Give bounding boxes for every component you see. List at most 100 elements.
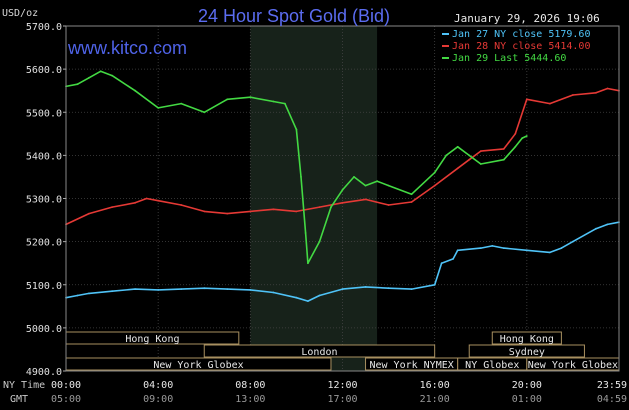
data-point (341, 201, 344, 204)
session-bar: New York Globex (526, 357, 620, 371)
data-point (341, 288, 344, 290)
data-point (226, 288, 229, 290)
series-line-2 (65, 70, 528, 265)
y-tick-label: 5600.0 (26, 65, 62, 76)
highlight-band (250, 26, 378, 371)
data-point (560, 247, 563, 250)
session-label: New York NYMEX (369, 360, 453, 371)
data-point (284, 102, 286, 105)
data-point (300, 176, 302, 178)
data-point (468, 158, 471, 161)
session-bar: Sydney (468, 344, 585, 358)
timestamp: January 29, 2026 19:06 (454, 12, 600, 25)
data-point (514, 145, 517, 148)
session-label: New York Globex (153, 360, 243, 371)
session-box (203, 344, 436, 358)
data-point (272, 208, 275, 211)
y-tick-label: 5700.0 (26, 22, 62, 33)
data-point (502, 247, 505, 250)
data-point (157, 289, 160, 291)
chart-title: 24 Hour Spot Gold (Bid) (198, 6, 390, 26)
data-point (595, 91, 597, 94)
data-point (134, 288, 137, 290)
y-tick-label: 5000.0 (26, 324, 62, 335)
data-point (134, 89, 137, 92)
x-tick-label: 00:00 (51, 380, 81, 391)
data-point (433, 171, 436, 174)
data-point (318, 206, 321, 209)
data-point (203, 287, 206, 290)
session-bar: New York NYMEX (365, 357, 459, 371)
data-point (157, 199, 160, 202)
data-point (387, 287, 390, 290)
y-tick-label: 5300.0 (26, 195, 62, 206)
data-point (226, 212, 229, 215)
data-point (595, 227, 597, 230)
data-point (295, 296, 298, 299)
data-point (330, 206, 332, 209)
website-label[interactable]: www.kitco.com (67, 38, 187, 58)
data-point (376, 180, 378, 183)
x-tick-label: 16:00 (420, 380, 450, 391)
data-point (157, 107, 160, 109)
data-point (295, 210, 298, 213)
session-label: Sydney (509, 347, 545, 358)
data-point (88, 292, 90, 295)
session-label: Hong Kong (125, 334, 179, 345)
data-point (111, 74, 113, 77)
data-point (433, 283, 436, 286)
unit-label: USD/oz (2, 8, 38, 19)
data-point (272, 291, 275, 294)
legend-label: Jan 27 NY close 5179.60 (452, 29, 590, 40)
session-label: Hong Kong (500, 334, 554, 345)
data-point (410, 193, 413, 196)
session-label: London (301, 347, 337, 358)
data-point (180, 288, 183, 290)
data-point (433, 184, 436, 187)
gmt-tick-label: 21:00 (420, 394, 450, 405)
ny-time-label: NY Time (3, 380, 45, 391)
y-tick-label: 4900.0 (26, 367, 62, 378)
data-point (76, 294, 79, 297)
data-point (88, 212, 90, 215)
x-tick-label: 04:00 (143, 380, 173, 391)
data-point (456, 167, 459, 170)
data-point (111, 206, 113, 209)
x-tick-label: 23:59 (597, 380, 627, 391)
x-tick-label: 12:00 (327, 380, 357, 391)
gmt-tick-label: 04:59 (597, 394, 627, 405)
gmt-label: GMT (10, 394, 28, 405)
y-tick-label: 5400.0 (26, 151, 62, 162)
data-point (249, 96, 252, 99)
data-point (502, 148, 505, 150)
data-point (88, 76, 90, 79)
session-box (468, 344, 585, 358)
data-point (525, 249, 528, 252)
data-point (502, 158, 505, 161)
data-point (364, 184, 367, 187)
series-lines (65, 70, 620, 302)
gmt-tick-label: 05:00 (51, 394, 81, 405)
data-point (525, 98, 528, 101)
gmt-tick-label: 09:00 (143, 394, 173, 405)
session-bar: NY Globex (457, 357, 528, 371)
y-tick-label: 5100.0 (26, 281, 62, 292)
session-bar: Hong Kong (491, 331, 562, 345)
data-point (76, 83, 79, 86)
data-point (572, 94, 574, 96)
data-point (445, 154, 448, 157)
data-point (456, 145, 459, 148)
data-point (203, 111, 206, 114)
x-tick-label: 08:00 (235, 380, 265, 391)
data-point (134, 201, 137, 204)
data-point (307, 300, 309, 302)
gmt-tick-label: 13:00 (235, 394, 265, 405)
x-tick-label: 20:00 (512, 380, 542, 391)
data-point (479, 150, 482, 153)
data-point (249, 210, 252, 213)
data-point (410, 288, 413, 290)
data-point (514, 132, 517, 135)
session-box (491, 331, 562, 345)
data-point (456, 249, 459, 252)
